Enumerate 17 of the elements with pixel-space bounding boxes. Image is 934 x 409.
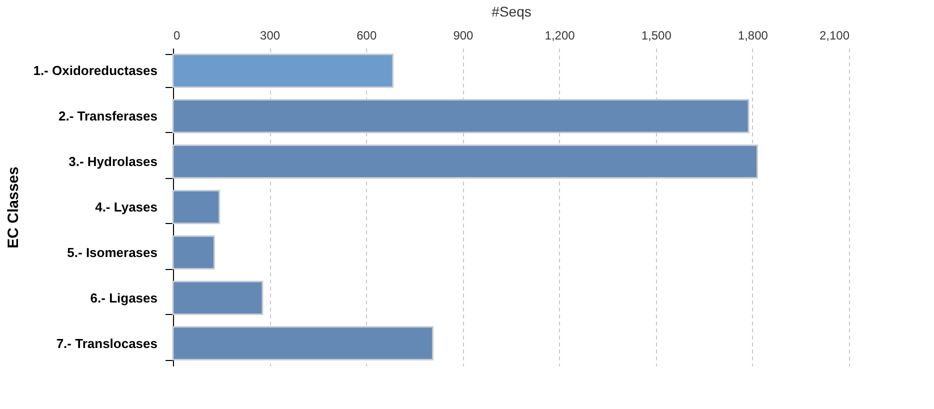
x-tick-label: 300 [260,28,280,42]
x-axis-title: #Seqs [492,4,532,20]
x-tick-label: 1,500 [641,28,672,42]
y-tick-label: 2.- Transferases [58,108,158,124]
y-tick-label: 5.- Isomerases [67,244,158,260]
x-tick-label: 0 [174,28,180,42]
x-tick-label: 900 [453,28,474,42]
y-tick-label: 4.- Lyases [95,200,158,214]
x-tick-label: 600 [356,28,377,42]
y-axis-title: EC Classes [5,166,22,248]
x-tick-label: 1,200 [544,28,576,42]
y-tick-label: 1.- Oxidoreductases [33,63,158,78]
y-tick-label: 3.- Hydrolases [68,154,158,170]
x-tick-label: 2,100 [819,28,850,42]
y-tick-label: 6.- Ligases [90,290,158,306]
y-tick-label: 7.- Translocases [56,336,158,351]
x-tick-label: 1,800 [738,28,768,42]
